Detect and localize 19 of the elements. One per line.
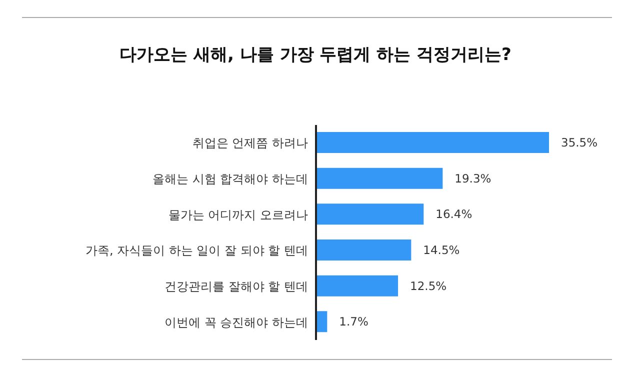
y-tick-label: 취업은 언제쯤 하려나 — [192, 136, 308, 150]
data-label: 1.7% — [339, 314, 368, 329]
bar — [316, 132, 549, 153]
y-tick-label: 건강관리를 잘해야 할 텐데 — [164, 280, 308, 294]
bar — [316, 204, 424, 225]
bar — [316, 168, 443, 189]
data-label: 12.5% — [410, 278, 447, 293]
y-tick-label: 물가는 어디까지 오르려나 — [168, 208, 308, 222]
data-label: 35.5% — [561, 136, 598, 150]
data-label: 19.3% — [454, 171, 492, 186]
data-label: 14.5% — [423, 243, 460, 258]
y-tick-label: 가족, 자식들이 하는 일이 잘 되야 할 텐데 — [85, 244, 308, 258]
chart-title: 다가오는 새해, 나를 가장 두렵게 하는 걱정거리는? — [118, 44, 512, 66]
bar — [316, 311, 328, 332]
y-tick-label: 이번에 꼭 승진해야 하는데 — [164, 315, 308, 330]
bar — [316, 275, 398, 296]
data-label: 16.4% — [436, 207, 472, 222]
y-tick-label: 올해는 시험 합격해야 하는데 — [152, 172, 308, 186]
bar — [316, 240, 412, 260]
